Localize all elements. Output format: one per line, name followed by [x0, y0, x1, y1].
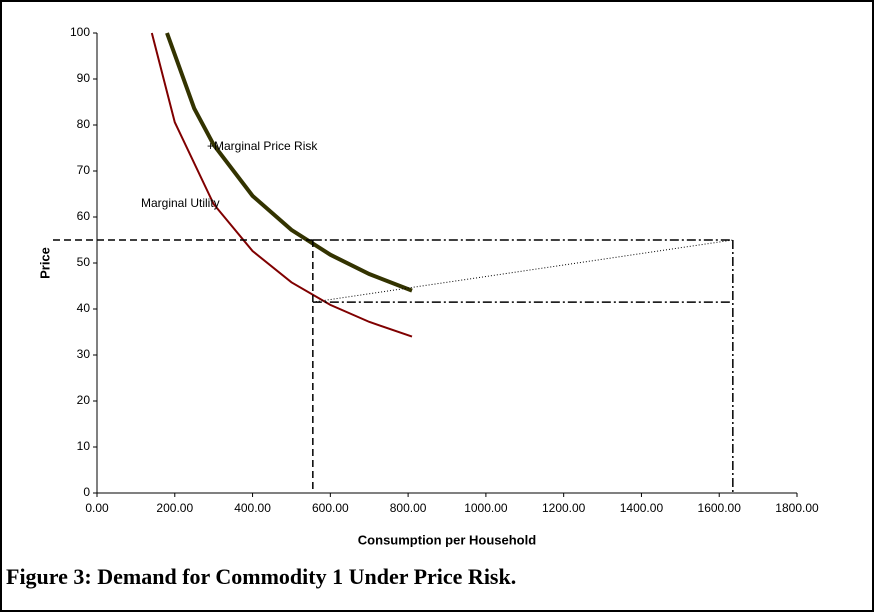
x-tick-label: 1600.00	[698, 501, 742, 515]
x-tick-label: 600.00	[312, 501, 349, 515]
x-tick-label: 1800.00	[775, 501, 819, 515]
y-tick-label: 40	[77, 301, 91, 315]
x-tick-label: 0.00	[85, 501, 109, 515]
caption: Figure 3: Demand for Commodity 1 Under P…	[6, 564, 516, 589]
y-tick-label: 30	[77, 347, 91, 361]
x-tick-label: 1400.00	[620, 501, 664, 515]
y-tick-label: 90	[77, 71, 91, 85]
x-axis-label: Consumption per Household	[358, 532, 536, 547]
x-tick-label: 1000.00	[464, 501, 508, 515]
y-tick-label: 70	[77, 163, 91, 177]
y-tick-label: 60	[77, 209, 91, 223]
y-tick-label: 100	[70, 25, 90, 39]
y-tick-label: 0	[83, 485, 90, 499]
y-tick-label: 20	[77, 393, 91, 407]
y-axis-label: Price	[37, 247, 52, 279]
y-tick-label: 50	[77, 255, 91, 269]
y-tick-label: 80	[77, 117, 91, 131]
x-tick-label: 200.00	[156, 501, 193, 515]
x-tick-label: 800.00	[390, 501, 427, 515]
series-line	[165, 32, 413, 293]
series-label: Marginal Utility	[141, 196, 220, 210]
y-tick-label: 10	[77, 439, 91, 453]
series-line	[150, 32, 413, 338]
series-label: +Marginal Price Risk	[207, 139, 318, 153]
x-tick-label: 400.00	[234, 501, 271, 515]
x-tick-label: 1200.00	[542, 501, 586, 515]
